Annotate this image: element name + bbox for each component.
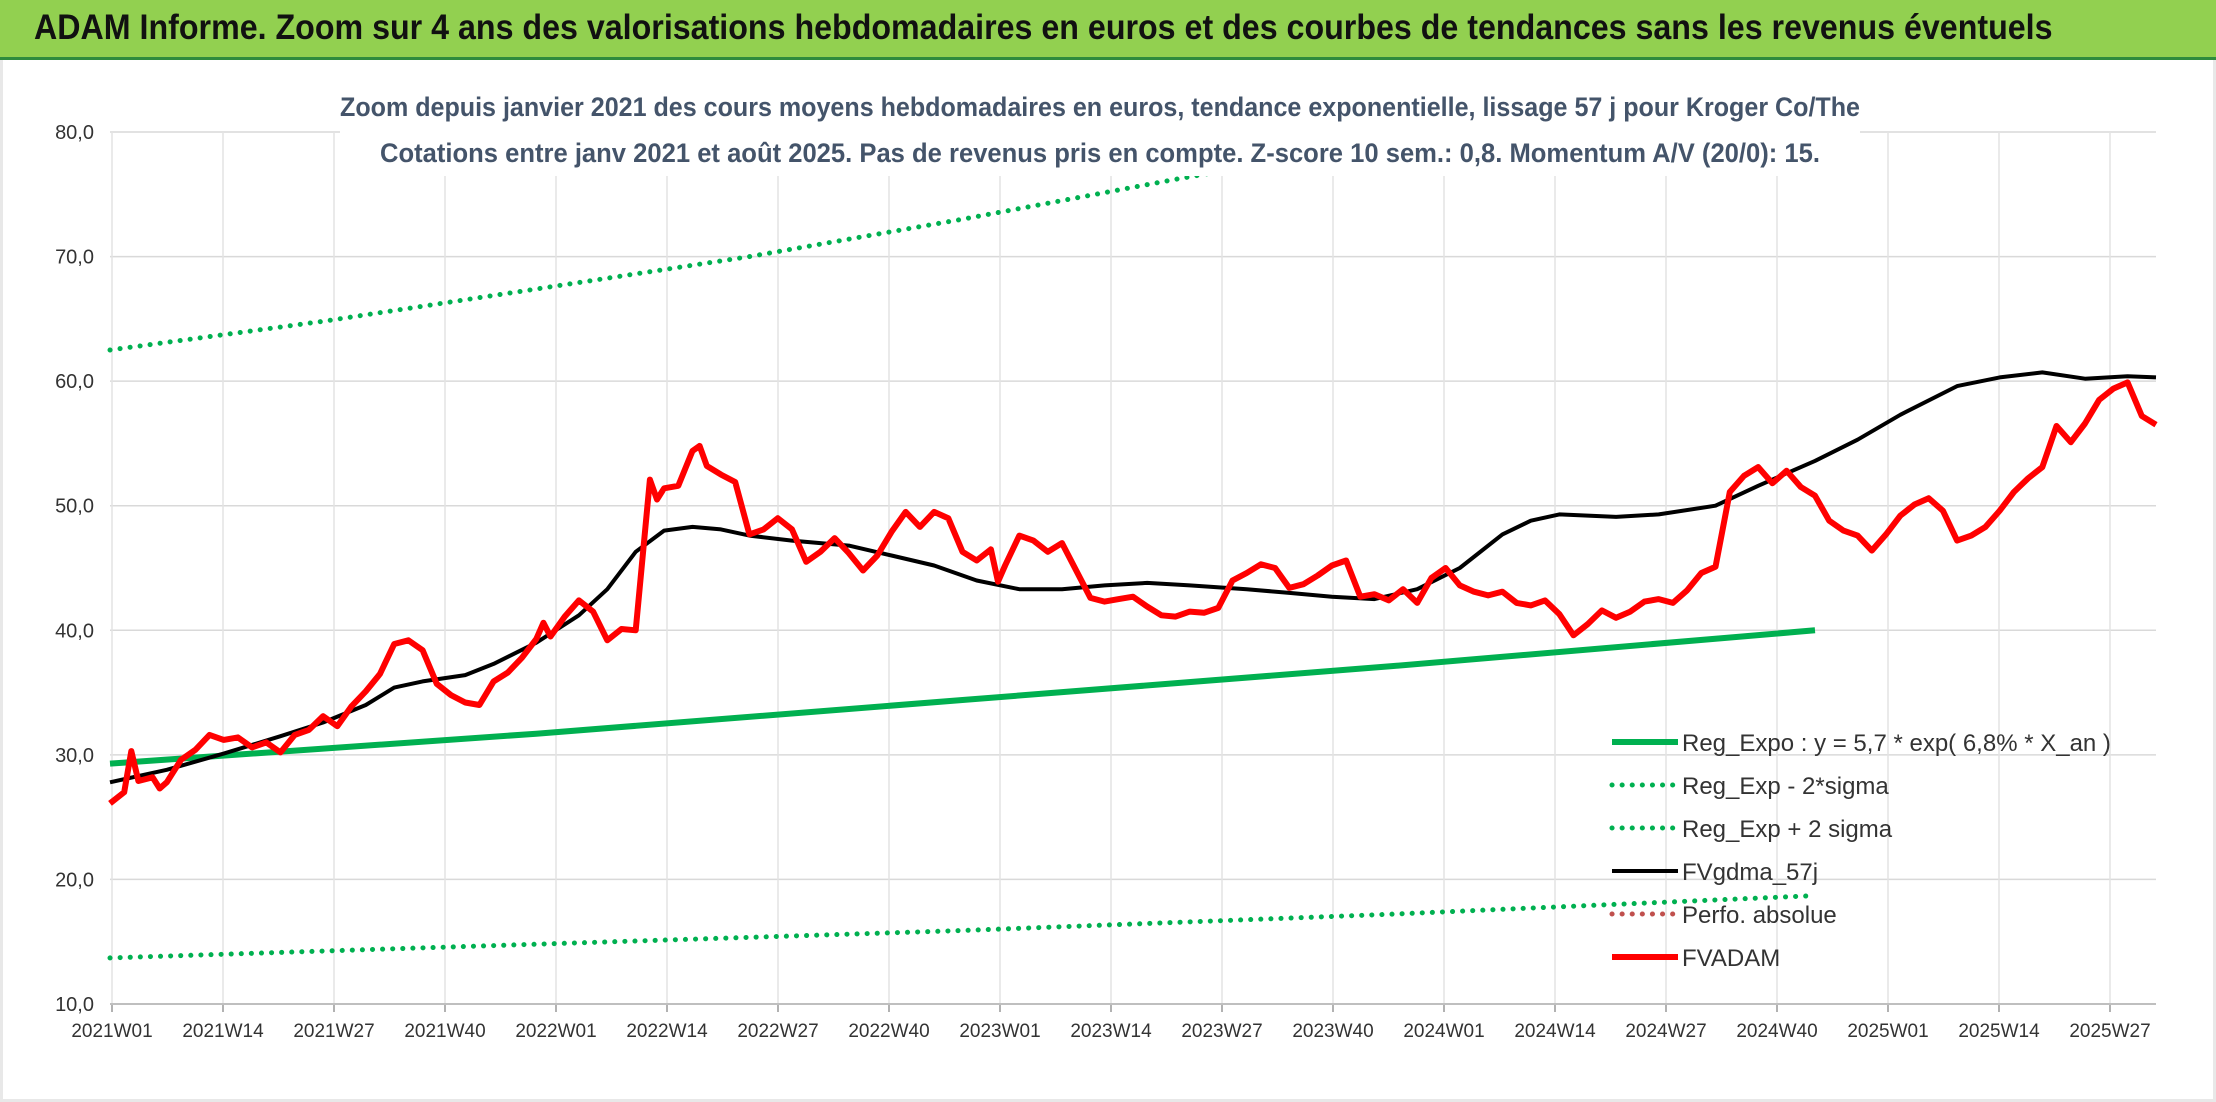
x-tick-label: 2025W27 (2069, 1021, 2150, 1042)
report-banner: ADAM Informe. Zoom sur 4 ans des valoris… (0, 0, 2216, 60)
x-tick-label: 2023W40 (1292, 1021, 1373, 1042)
legend-label-0: Reg_Expo : y = 5,7 * exp( 6,8% * X_an ) (1682, 730, 2111, 757)
x-tick-label: 2025W14 (1958, 1021, 2040, 1042)
chart-title: Zoom depuis janvier 2021 des cours moyen… (340, 92, 1860, 122)
chart-subtitle: Cotations entre janv 2021 et août 2025. … (380, 138, 1820, 168)
x-tick-label: 2025W01 (1847, 1021, 1928, 1042)
subtitle-backdrop (340, 84, 1860, 176)
x-tick-label: 2024W01 (1403, 1021, 1484, 1042)
legend-label-4: Perfo. absolue (1682, 902, 1837, 929)
y-tick-label: 10,0 (55, 994, 94, 1016)
y-tick-label: 50,0 (55, 496, 94, 518)
x-tick-label: 2022W27 (737, 1021, 818, 1042)
x-tick-label: 2021W40 (404, 1021, 485, 1042)
y-tick-label: 60,0 (55, 371, 94, 393)
x-tick-label: 2022W14 (626, 1021, 708, 1042)
x-axis-ticks: 2021W01 2021W14 2021W27 2021W40 2022W01 2022W… (71, 1021, 2150, 1042)
x-tick-label: 2022W01 (515, 1021, 596, 1042)
series-line-3 (109, 370, 2157, 785)
x-tick-label: 2024W40 (1736, 1021, 1817, 1042)
series-line-0 (109, 627, 1816, 767)
x-tick-label: 2023W01 (959, 1021, 1040, 1042)
x-tick-label: 2022W40 (848, 1021, 929, 1042)
series-layer (107, 129, 2158, 961)
legend-label-2: Reg_Exp + 2 sigma (1682, 816, 1893, 843)
x-tick-label: 2021W01 (71, 1021, 152, 1042)
x-tick-label: 2021W27 (293, 1021, 374, 1042)
x-tick-label: 2021W14 (182, 1021, 264, 1042)
banner-title: ADAM Informe. Zoom sur 4 ans des valoris… (34, 8, 2053, 47)
y-tick-label: 40,0 (55, 620, 94, 642)
series-line-5 (108, 379, 2158, 806)
gridlines (110, 131, 2156, 1012)
y-tick-label: 80,0 (55, 122, 94, 144)
y-tick-label: 30,0 (55, 745, 94, 767)
y-tick-label: 20,0 (55, 869, 94, 891)
x-tick-label: 2023W27 (1181, 1021, 1262, 1042)
legend-label-5: FVADAM (1682, 945, 1780, 972)
legend-label-1: Reg_Exp - 2*sigma (1682, 773, 1889, 800)
x-tick-label: 2023W14 (1070, 1021, 1152, 1042)
x-tick-label: 2024W14 (1514, 1021, 1596, 1042)
y-axis-ticks: 10,0 20,0 30,0 40,0 50,0 60,0 70,0 80,0 (55, 122, 94, 1016)
legend: Reg_Expo : y = 5,7 * exp( 6,8% * X_an ) R… (1609, 730, 2111, 972)
series-line-1 (107, 893, 1818, 961)
legend-label-3: FVgdma_57j (1682, 859, 1818, 886)
y-tick-label: 70,0 (55, 247, 94, 269)
x-tick-label: 2024W27 (1625, 1021, 1706, 1042)
